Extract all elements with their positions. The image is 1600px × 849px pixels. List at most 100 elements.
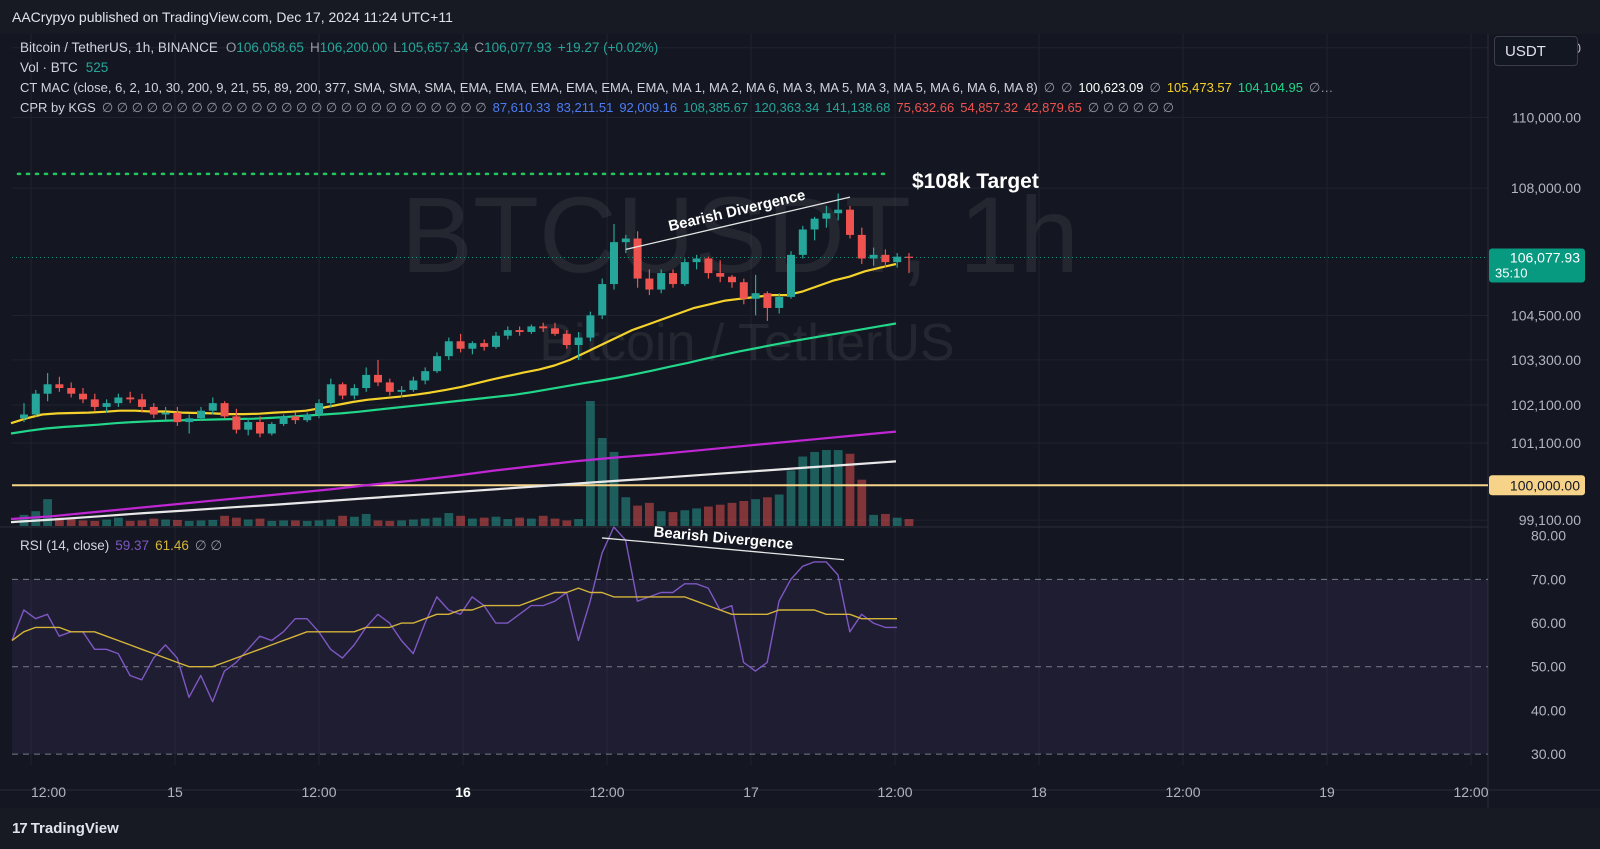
candle-body[interactable] — [763, 293, 772, 308]
volume-bar — [751, 499, 760, 526]
volume-bar — [456, 515, 465, 526]
time-axis[interactable]: 12:00 15 12:00 16 12:00 17 12:00 18 12:00 19 12:00 — [31, 784, 1489, 800]
candle-body[interactable] — [55, 384, 64, 389]
candle-body[interactable] — [161, 412, 170, 415]
candle-body[interactable] — [869, 254, 878, 259]
candle-body[interactable] — [20, 414, 28, 419]
candle-body[interactable] — [692, 258, 701, 263]
candle-body[interactable] — [374, 374, 382, 383]
volume-bar — [208, 519, 218, 526]
candle-body[interactable] — [67, 388, 76, 394]
candle-body[interactable] — [138, 399, 146, 407]
candle-body[interactable] — [303, 414, 312, 421]
candle-body[interactable] — [114, 397, 123, 404]
price-tick-label: 102,100.00 — [1511, 397, 1581, 413]
time-tick-label: 12:00 — [1165, 784, 1200, 800]
candle-body[interactable] — [43, 384, 52, 394]
candle-body[interactable] — [704, 258, 713, 274]
volume-bar — [125, 520, 135, 526]
candle-body[interactable] — [326, 384, 335, 404]
candle-body[interactable] — [197, 410, 205, 419]
candle-body[interactable] — [279, 416, 288, 424]
volume-bar — [586, 401, 595, 526]
candle-body[interactable] — [610, 242, 618, 285]
candle-body[interactable] — [846, 209, 854, 235]
candle-body[interactable] — [562, 333, 571, 345]
cpr-label[interactable]: CPR by KGS — [20, 100, 96, 115]
candle-body[interactable] — [267, 423, 276, 434]
candle-body[interactable] — [338, 384, 347, 396]
candle-body[interactable] — [739, 282, 748, 299]
candle-body[interactable] — [857, 234, 866, 259]
candlesticks[interactable] — [20, 193, 913, 438]
candle-body[interactable] — [503, 330, 512, 336]
candle-body[interactable] — [220, 403, 229, 417]
candle-body[interactable] — [527, 326, 536, 332]
candle-body[interactable] — [79, 393, 87, 400]
symbol-title[interactable]: Bitcoin / TetherUS, 1h, BINANCE — [20, 40, 218, 55]
candle-body[interactable] — [185, 418, 194, 423]
volume-label[interactable]: Vol · BTC — [20, 60, 78, 75]
candle-body[interactable] — [350, 388, 359, 396]
candle-body[interactable] — [149, 406, 158, 415]
candle-body[interactable] — [621, 238, 630, 243]
candle-body[interactable] — [810, 218, 819, 230]
candle-body[interactable] — [244, 422, 253, 430]
cpr-value-2: 83,211.51 — [556, 100, 614, 115]
mac-label[interactable]: CT MAC (close, 6, 2, 10, 30, 200, 9, 21,… — [20, 80, 1038, 95]
candle-body[interactable] — [232, 416, 241, 430]
candle-body[interactable] — [574, 337, 583, 345]
candle-body[interactable] — [468, 343, 477, 349]
candle-body[interactable] — [126, 397, 135, 400]
candle-body[interactable] — [787, 254, 795, 297]
candle-body[interactable] — [716, 273, 725, 277]
candle-body[interactable] — [173, 412, 182, 423]
candle-body[interactable] — [893, 256, 902, 263]
candle-body[interactable] — [291, 416, 300, 421]
candle-body[interactable] — [680, 262, 689, 285]
candle-body[interactable] — [539, 326, 548, 329]
candle-body[interactable] — [822, 213, 831, 219]
candle-body[interactable] — [397, 389, 406, 392]
tradingview-logo[interactable]: 17 TradingView — [12, 820, 119, 837]
candle-body[interactable] — [834, 209, 843, 214]
candle-body[interactable] — [421, 371, 430, 381]
candle-body[interactable] — [551, 328, 559, 334]
candle-body[interactable] — [657, 273, 666, 290]
candle-body[interactable] — [492, 335, 500, 347]
candle-body[interactable] — [456, 341, 465, 349]
candle-body[interactable] — [102, 403, 111, 407]
candle-body[interactable] — [586, 315, 595, 338]
candle-body[interactable] — [515, 330, 524, 332]
price-tick-label: 104,500.00 — [1511, 307, 1581, 323]
candle-body[interactable] — [751, 293, 760, 299]
candle-body[interactable] — [315, 403, 323, 415]
volume-bar — [302, 520, 312, 526]
price-axis[interactable]: 112,000.00110,000.00108,000.00104,500.00… — [1489, 40, 1585, 762]
candle-body[interactable] — [728, 276, 736, 283]
candle-body[interactable] — [633, 238, 642, 279]
candle-body[interactable] — [669, 273, 677, 285]
candle-body[interactable] — [208, 403, 217, 411]
currency-button[interactable]: USDT — [1494, 36, 1578, 66]
candle-body[interactable] — [798, 229, 807, 255]
candle-body[interactable] — [256, 422, 264, 434]
candle-body[interactable] — [480, 343, 489, 347]
candle-body[interactable] — [775, 296, 784, 308]
level-tag[interactable] — [1489, 475, 1585, 496]
candle-body[interactable] — [881, 254, 890, 263]
cpr-nulls: ∅ ∅ ∅ ∅ ∅ ∅ ∅ ∅ ∅ ∅ ∅ ∅ ∅ ∅ ∅ ∅ ∅ ∅ ∅ ∅ … — [101, 100, 487, 115]
price-tag[interactable] — [1489, 248, 1585, 283]
candle-body[interactable] — [31, 393, 40, 415]
candle-body[interactable] — [90, 399, 99, 407]
candle-body[interactable] — [598, 284, 607, 316]
candle-body[interactable] — [905, 256, 913, 258]
rsi-label[interactable]: RSI (14, close) — [20, 538, 110, 553]
candle-body[interactable] — [444, 341, 453, 357]
candle-body[interactable] — [433, 356, 441, 372]
candle-body[interactable] — [409, 380, 418, 390]
candle-body[interactable] — [385, 382, 394, 392]
candle-body[interactable] — [362, 374, 371, 389]
candle-body[interactable] — [645, 278, 654, 290]
